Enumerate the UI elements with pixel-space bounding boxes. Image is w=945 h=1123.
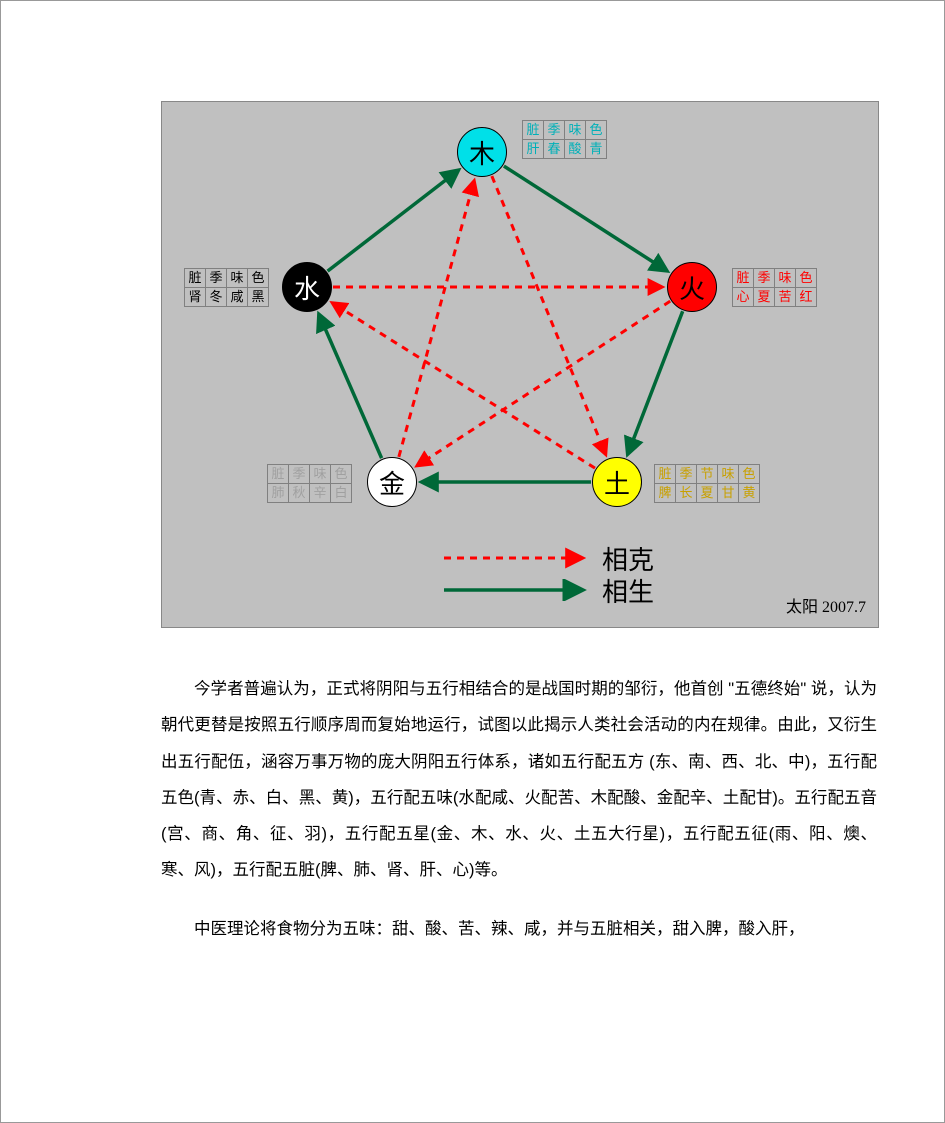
table-earth: 脏季节味色脾长夏甘黄 xyxy=(654,464,760,503)
node-fire-label: 火 xyxy=(679,269,705,306)
node-earth-label: 土 xyxy=(604,464,630,501)
node-wood-label: 木 xyxy=(469,134,495,171)
page: 木 火 土 金 水 脏季味色肝春酸青 脏季味色心夏苦红 脏季节味色脾长夏甘黄 脏… xyxy=(0,0,945,1123)
node-water-label: 水 xyxy=(294,269,320,306)
table-fire: 脏季味色心夏苦红 xyxy=(732,268,817,307)
table-metal: 脏季味色肺秋辛白 xyxy=(267,464,352,503)
credit-text: 太阳 2007.7 xyxy=(786,593,866,617)
table-water: 脏季味色肾冬咸黑 xyxy=(184,268,269,307)
node-fire: 火 xyxy=(667,262,717,312)
paragraph-1: 今学者普遍认为，正式将阴阳与五行相结合的是战国时期的邹衍，他首创 "五德终始" … xyxy=(161,671,877,889)
node-metal: 金 xyxy=(367,457,417,507)
legend: 相克 相生 xyxy=(442,542,654,606)
legend-row-ke: 相克 xyxy=(442,542,654,574)
wuxing-diagram: 木 火 土 金 水 脏季味色肝春酸青 脏季味色心夏苦红 脏季节味色脾长夏甘黄 脏… xyxy=(161,101,879,628)
legend-sheng-label: 相生 xyxy=(602,572,654,609)
legend-sheng-line-icon xyxy=(442,579,592,601)
legend-row-sheng: 相生 xyxy=(442,574,654,606)
table-wood: 脏季味色肝春酸青 xyxy=(522,120,607,159)
node-water: 水 xyxy=(282,262,332,312)
legend-ke-line-icon xyxy=(442,547,592,569)
node-earth: 土 xyxy=(592,457,642,507)
node-wood: 木 xyxy=(457,127,507,177)
node-metal-label: 金 xyxy=(379,464,405,501)
paragraph-2: 中医理论将食物分为五味：甜、酸、苦、辣、咸，并与五脏相关，甜入脾，酸入肝， xyxy=(161,911,877,947)
body-text: 今学者普遍认为，正式将阴阳与五行相结合的是战国时期的邹衍，他首创 "五德终始" … xyxy=(161,671,877,969)
